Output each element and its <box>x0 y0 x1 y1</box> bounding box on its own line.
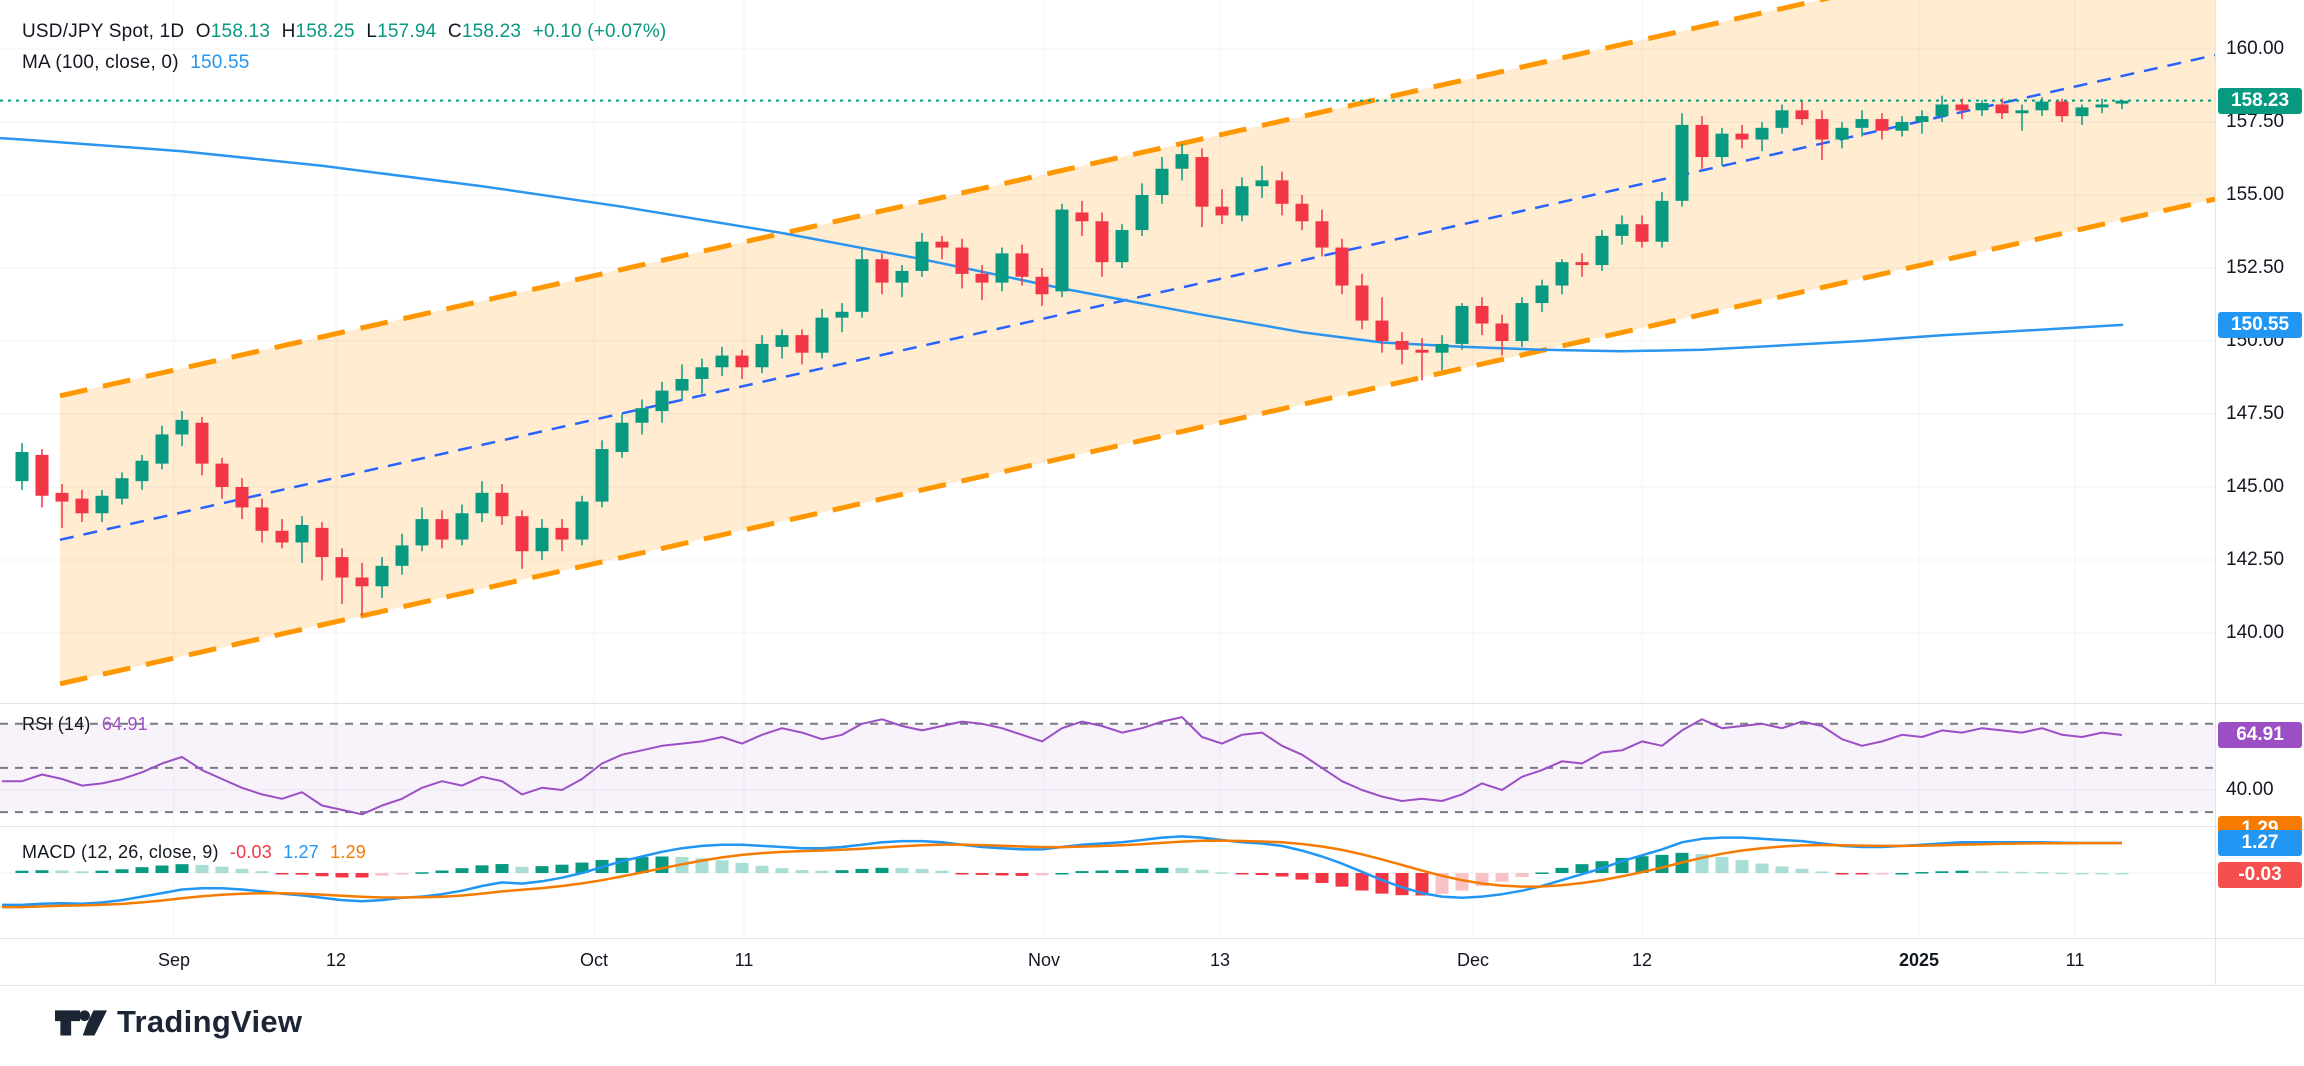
time-axis-label: 12 <box>1631 950 1653 970</box>
time-axis-label: 13 <box>1209 950 1231 970</box>
rsi-label: RSI (14) <box>22 714 91 734</box>
low-value: 157.94 <box>377 21 437 42</box>
high-value: 158.25 <box>295 21 355 42</box>
channel-lower-line <box>59 196 2215 687</box>
price-axis-label: 160.00 <box>2226 38 2285 59</box>
time-axis-label: Sep <box>157 950 191 970</box>
ma-value: 150.55 <box>190 52 250 73</box>
symbol-legend[interactable]: USD/JPY Spot, 1D O158.13 H158.25 L157.94… <box>22 21 672 43</box>
macd-legend[interactable]: MACD (12, 26, close, 9) -0.03 1.27 1.29 <box>22 842 372 863</box>
rsi-line <box>2 716 2123 816</box>
channel-median-line <box>59 53 2215 542</box>
tradingview-logo-text: TradingView <box>117 1004 303 1039</box>
time-axis-label: Oct <box>579 950 609 970</box>
channel-upper-line <box>59 0 1832 399</box>
price-pane[interactable] <box>0 0 2215 687</box>
price-axis-border <box>2215 0 2216 985</box>
price-axis-label: 155.00 <box>2226 184 2285 205</box>
rsi-value: 64.91 <box>101 714 148 734</box>
last-price-badge: 158.23 <box>2218 88 2302 114</box>
pane-separator[interactable] <box>0 826 2304 827</box>
macd-hist-value: -0.03 <box>229 842 272 862</box>
tradingview-logo[interactable]: TradingView <box>55 1002 302 1042</box>
ma-value-badge: 150.55 <box>2218 312 2302 338</box>
open-value: 158.13 <box>210 21 271 42</box>
time-axis-label: 2025 <box>1898 950 1940 970</box>
time-axis-label: 11 <box>2065 950 2085 970</box>
pane-separator <box>0 938 2304 939</box>
rsi-pane[interactable] <box>0 716 2215 816</box>
time-axis-border <box>0 985 2304 986</box>
price-axis-label: 157.50 <box>2226 111 2285 132</box>
price-axis-label: 142.50 <box>2226 549 2285 570</box>
price-axis-label: 152.50 <box>2226 257 2285 278</box>
macd-line-value: 1.27 <box>283 842 319 862</box>
macd-hist-badge: -0.03 <box>2218 862 2302 888</box>
open-label: O <box>195 21 211 42</box>
price-axis-label: 145.00 <box>2226 476 2285 497</box>
time-axis-label: 11 <box>734 950 754 970</box>
time-axis-label: Dec <box>1456 950 1490 970</box>
macd-signal-line <box>2 839 2122 909</box>
macd-signal-value: 1.29 <box>330 842 366 862</box>
macd-value-badge: 1.27 <box>2218 830 2302 856</box>
tradingview-logo-icon <box>55 1010 107 1036</box>
macd-label: MACD (12, 26, close, 9) <box>22 842 219 862</box>
ma-legend[interactable]: MA (100, close, 0) 150.55 <box>22 52 256 74</box>
high-label: H <box>281 21 296 42</box>
ma-100-line <box>0 136 2124 353</box>
price-axis-label: 140.00 <box>2226 622 2285 643</box>
candles <box>15 95 2129 616</box>
change-value: +0.10 (+0.07%) <box>532 21 667 42</box>
symbol-title[interactable]: USD/JPY Spot, 1D <box>22 21 185 42</box>
macd-pane[interactable] <box>2 835 2129 909</box>
close-value: 158.23 <box>461 21 522 42</box>
time-axis-label: Nov <box>1027 950 1061 970</box>
rsi-axis-label: 40.00 <box>2226 779 2274 800</box>
low-label: L <box>366 21 378 42</box>
rsi-value-badge: 64.91 <box>2218 722 2302 748</box>
ma-label: MA (100, close, 0) <box>22 52 179 73</box>
price-axis-label: 147.50 <box>2226 403 2285 424</box>
pane-separator[interactable] <box>0 703 2304 704</box>
close-label: C <box>447 21 462 42</box>
gridlines <box>0 0 2215 938</box>
time-axis-label: 12 <box>325 950 347 970</box>
rsi-legend[interactable]: RSI (14) 64.91 <box>22 714 154 735</box>
